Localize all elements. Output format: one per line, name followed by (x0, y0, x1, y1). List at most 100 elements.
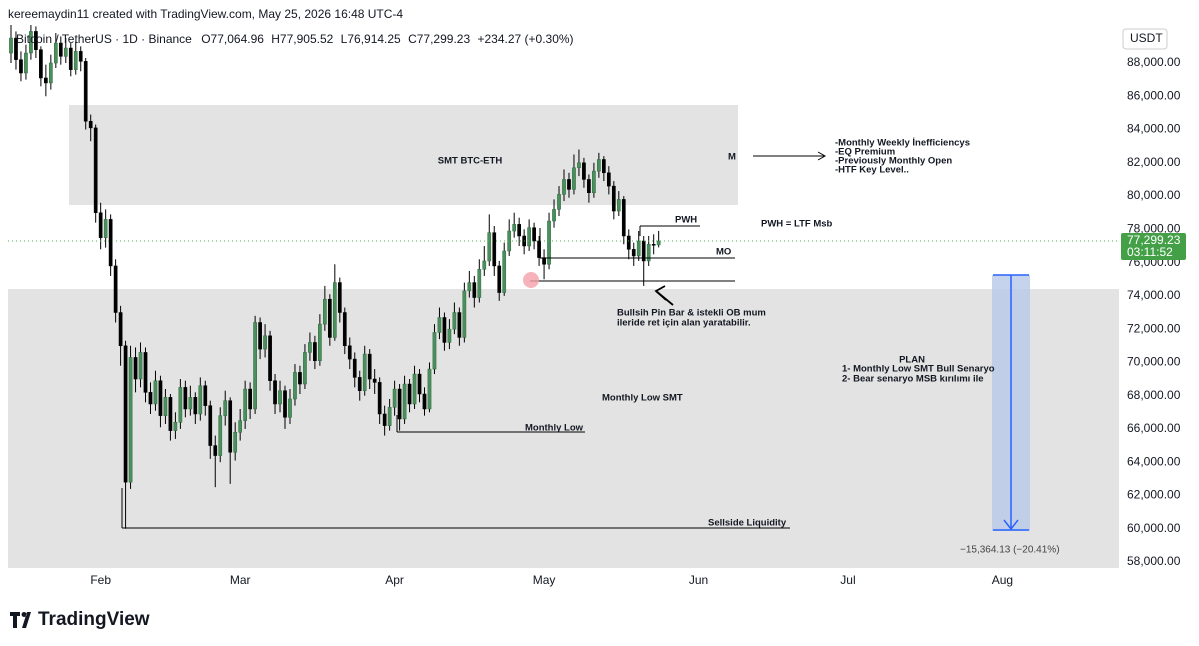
candle-body (412, 373, 417, 405)
candle-body (98, 212, 103, 238)
annotation: -Previously Monthly Open (835, 156, 952, 167)
candle-body (323, 298, 327, 325)
candle-body (437, 317, 442, 333)
candle-body (597, 159, 601, 172)
candle-body (34, 31, 38, 50)
candles (9, 25, 661, 529)
x-tick-label: Mar (230, 573, 251, 587)
candle-body (133, 357, 138, 380)
candle-body (497, 265, 502, 293)
y-tick-label: 84,000.00 (1127, 122, 1181, 136)
candle-body (39, 49, 43, 79)
candle-body (213, 445, 218, 456)
candle-body (417, 373, 422, 395)
candle-body (258, 322, 262, 350)
candle-body (362, 353, 367, 391)
candle-body (611, 185, 616, 212)
candle-body (273, 380, 277, 405)
y-tick-label: 80,000.00 (1127, 188, 1181, 202)
candle-body (188, 397, 193, 410)
candle-body (487, 232, 492, 262)
candle-body (253, 322, 257, 410)
candle-body (442, 317, 447, 343)
candle-body (532, 227, 536, 242)
last-price: 77,299.23 (1127, 233, 1181, 247)
candle-body (621, 199, 626, 237)
x-tick-label: May (533, 573, 556, 587)
y-tick-label: 66,000.00 (1127, 421, 1181, 435)
candle-body (477, 269, 482, 298)
candle-body (407, 383, 412, 405)
candle-body (278, 390, 282, 405)
candle-body (143, 352, 148, 393)
smt-zone (69, 105, 738, 205)
low: L76,914.25 (341, 32, 401, 46)
last-price-box (1121, 232, 1186, 260)
candle-body (203, 385, 208, 406)
candle-body (572, 167, 576, 190)
candle-body (392, 388, 397, 408)
candle-body (537, 240, 541, 258)
candle-body (233, 432, 238, 453)
legend: Bitcoin / TetherUS · 1D · Binance O77,06… (16, 32, 574, 46)
candle-body (602, 159, 606, 174)
candle-body (298, 372, 302, 385)
candle-body (24, 52, 28, 74)
candle-body (153, 380, 158, 405)
y-tick-label: 58,000.00 (1127, 554, 1181, 568)
candle-body (128, 357, 133, 483)
annotation: PLAN (899, 355, 925, 366)
candle-body (372, 378, 377, 383)
logo: TradingView (10, 609, 150, 630)
measure-arrow-head (1003, 519, 1019, 531)
candle-body (29, 31, 33, 54)
x-tick-label: Apr (385, 573, 404, 587)
annotation: MO (716, 247, 731, 258)
candle-body (158, 380, 163, 416)
candle-body (163, 397, 168, 416)
candle-body (352, 358, 357, 378)
y-tick-label: 72,000.00 (1127, 321, 1181, 335)
candle-body (14, 37, 18, 60)
annotation: 2- Bear senaryo MSB kırılımı ile (842, 374, 984, 385)
candle-body (482, 260, 487, 270)
currency: USDT (1130, 31, 1163, 45)
candle-body (263, 335, 267, 350)
candle-body (402, 383, 407, 420)
annotation: PWH = LTF Msb (761, 219, 833, 230)
candle-body (308, 342, 312, 353)
candle-body (83, 61, 88, 122)
y-tick-label: 62,000.00 (1127, 488, 1181, 502)
annotation: Monthly Low SMT (602, 393, 683, 404)
candle-body (19, 59, 23, 74)
candle-body (283, 390, 287, 418)
candle-body (606, 172, 611, 187)
arrow-head (817, 151, 827, 161)
candle-body (44, 77, 48, 84)
candle-body (118, 312, 123, 347)
candle-body (303, 352, 307, 385)
candle-body (168, 397, 173, 431)
candle-body (382, 413, 387, 426)
annotation: SMT BTC-ETH (438, 156, 503, 167)
candle-body (542, 257, 546, 265)
y-tick-label: 82,000.00 (1127, 155, 1181, 169)
candle-body (243, 388, 247, 421)
measure-label: −15,364.13 (−20.41%) (960, 545, 1060, 556)
y-tick-label: 68,000.00 (1127, 388, 1181, 402)
y-tick-label: 74,000.00 (1127, 288, 1181, 302)
candle-body (9, 37, 13, 54)
y-tick-label: 70,000.00 (1127, 355, 1181, 369)
candle-body (641, 240, 646, 262)
candle-body (547, 220, 551, 265)
candle-body (377, 382, 382, 415)
x-tick-label: Aug (992, 573, 1013, 587)
candle-body (73, 51, 78, 70)
candle-body (472, 282, 477, 298)
candle-body (68, 47, 73, 70)
open: O77,064.96 (201, 32, 264, 46)
candle-body (582, 162, 586, 180)
candle-body (651, 244, 656, 246)
candle-body (626, 235, 631, 250)
candle-body (293, 372, 297, 400)
